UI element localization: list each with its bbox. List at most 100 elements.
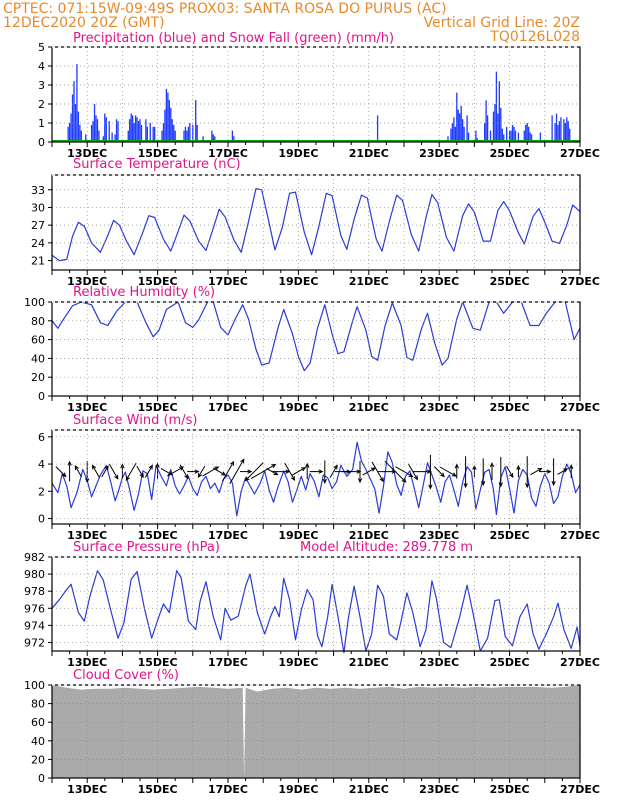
wind-arrow-head (194, 469, 200, 474)
wind-arrow-shaft (329, 465, 338, 478)
wind-arrow-head (61, 472, 67, 478)
precip-bar (567, 121, 569, 142)
precip-bar (85, 134, 87, 142)
wind-arrow (244, 462, 264, 482)
precip-bar (510, 130, 512, 142)
wind-arrow-shaft (266, 467, 278, 476)
wind-line (51, 441, 581, 517)
precip-bar (457, 109, 459, 142)
y-tick-label: 6 (38, 431, 45, 444)
wind-arrow (74, 465, 83, 478)
wind-arrow (108, 464, 119, 480)
precip-bar (165, 88, 168, 142)
wind-arrow-head (463, 483, 468, 489)
y-tick-label: 27 (31, 219, 45, 232)
precip-bar (140, 124, 143, 142)
wind-arrow (433, 466, 445, 478)
wind-arrow (240, 469, 253, 474)
x-tick-label: 25DEC (490, 529, 530, 542)
precip-bar (77, 111, 80, 142)
precip-bar (183, 130, 185, 142)
x-tick-label: 13DEC (67, 529, 107, 542)
x-tick-label: 13DEC (67, 656, 107, 669)
wind-arrow-head (489, 462, 495, 468)
x-tick-label: 25DEC (490, 275, 530, 288)
wind-arrow-head (516, 464, 521, 470)
precip-bar (146, 126, 148, 142)
wind-arrow (167, 466, 185, 477)
precip-bar (132, 115, 134, 142)
y-tick-label: 972 (24, 636, 45, 649)
precip-bar (485, 100, 487, 142)
wind-arrow-shaft (197, 465, 206, 478)
wind-arrow-shaft (284, 462, 295, 481)
wind-arrow (291, 467, 307, 476)
y-tick-label: 40 (31, 735, 45, 748)
wind-arrow (202, 466, 220, 477)
wind-arrow-head (451, 472, 457, 477)
x-tick-label: 19DEC (278, 529, 318, 542)
chart-panels: 0 1 2 3 4 5 13DEC 15DEC 17DEC 19DEC 21DEC 23DEC 25DE… (24, 41, 600, 796)
precip-bar (500, 107, 502, 142)
x-tick-label: 23DEC (419, 275, 459, 288)
station-header: CPTEC: 071:15W-09:49S PROX03: SANTA ROSA… (3, 1, 447, 17)
x-tick-label: 23DEC (419, 147, 459, 160)
x-tick-label: 27DEC (560, 529, 600, 542)
y-tick-label: 40 (31, 352, 45, 365)
wind-arrow-head (74, 465, 79, 471)
precip-bar (498, 81, 500, 142)
precip-bar (554, 123, 556, 142)
precip-bar (98, 130, 100, 142)
precip-bar (145, 119, 147, 142)
precip-bar (563, 119, 565, 142)
wind-arrow (125, 462, 137, 481)
precip-bar (511, 124, 514, 142)
y-tick-label: 0 (38, 513, 45, 526)
wind-arrow-head (301, 467, 307, 472)
wind-arrow (516, 464, 521, 478)
wind-arrow (187, 469, 200, 474)
y-tick-label: 100 (24, 679, 45, 692)
y-tick-label: 5 (38, 41, 45, 54)
humidity-title: Relative Humidity (%) (73, 285, 215, 300)
precip-bar (104, 113, 106, 142)
wind-arrow-shaft (439, 466, 457, 477)
precip-bar (189, 123, 191, 142)
precip-bar (560, 117, 562, 142)
wind-arrow-shaft (362, 467, 376, 476)
precip-bar (513, 126, 515, 142)
precip-bar (569, 128, 571, 142)
y-tick-label: 20 (31, 753, 45, 766)
precip-bar (127, 130, 129, 142)
wind-arrow-head (197, 472, 203, 478)
wind-arrow (412, 469, 432, 474)
cloud-panel: 0 20 40 60 80 100 13DEC 15DEC 17DEC 19DEC 21DEC 23D… (24, 679, 600, 796)
precip-bar (136, 117, 138, 142)
precip-bar (517, 132, 520, 142)
x-tick-label: 15DEC (138, 783, 178, 796)
wind-arrow-head (481, 480, 486, 487)
wind-arrow (309, 469, 324, 474)
wind-arrow-head (370, 467, 376, 472)
y-tick-label: 4 (38, 458, 45, 471)
y-tick-label: 60 (31, 716, 45, 729)
x-tick-label: 13DEC (67, 401, 107, 414)
wind-arrow-shaft (136, 465, 144, 478)
precip-bar (129, 119, 131, 142)
wind-arrow (489, 462, 495, 480)
wind-arrow-head (379, 477, 384, 483)
precip-bar (539, 132, 542, 142)
y-tick-label: 0 (38, 136, 45, 149)
x-tick-label: 17DEC (208, 529, 248, 542)
precip-bar (523, 130, 525, 142)
wind-arrow (221, 460, 235, 482)
precip-bar (117, 121, 119, 142)
x-tick-label: 25DEC (490, 147, 530, 160)
wind-arrow (569, 464, 574, 478)
precip-bar (114, 134, 116, 142)
x-tick-label: 19DEC (278, 656, 318, 669)
precip-bar (551, 115, 553, 142)
x-tick-label: 17DEC (208, 147, 248, 160)
x-tick-label: 23DEC (419, 529, 459, 542)
